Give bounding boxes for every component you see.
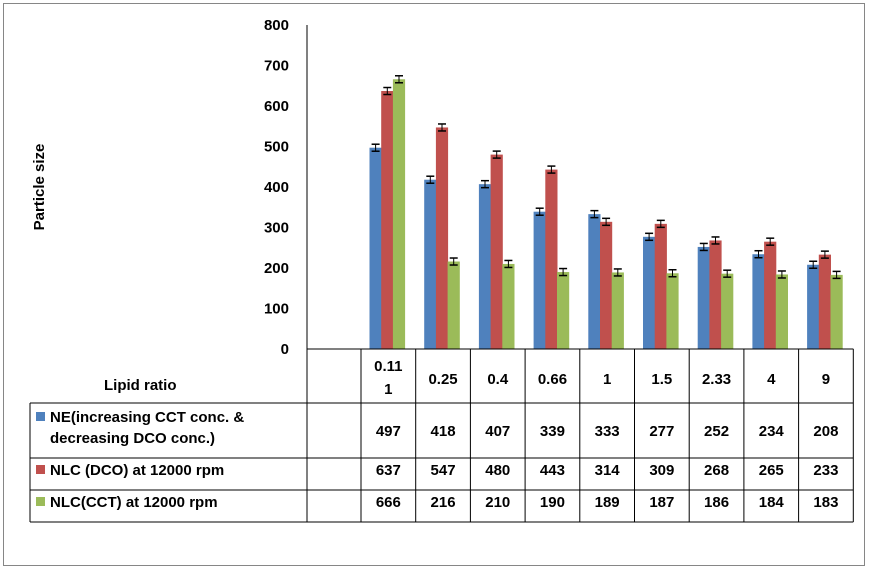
x-tick-label: 0.25: [428, 371, 457, 388]
y-tick-label: 300: [264, 220, 289, 237]
legend-swatch-1: [36, 412, 45, 421]
x-tick-label: 0.66: [538, 371, 567, 388]
x-tick-label: 0.4: [487, 371, 509, 388]
table-value: 216: [431, 494, 456, 511]
bar-1-9: [807, 264, 820, 349]
table-value: 333: [595, 423, 620, 440]
y-tick-label: 100: [264, 301, 289, 318]
table-value: 443: [540, 462, 565, 479]
table-value: 210: [485, 494, 510, 511]
bar-1-8: [752, 254, 765, 349]
bar-3-1: [392, 79, 406, 350]
x-axis-label: Lipid ratio: [104, 377, 177, 394]
table-value: 190: [540, 494, 565, 511]
table-value: 233: [813, 462, 838, 479]
legend-label: NLC (DCO) at 12000 rpm: [50, 462, 224, 479]
x-tick-label: 0.11: [374, 358, 402, 375]
x-tick-label: 4: [767, 371, 776, 388]
table-value: 497: [376, 423, 401, 440]
table-value: 268: [704, 462, 729, 479]
bar-3-3: [502, 263, 515, 349]
bar-2-1: [381, 91, 394, 349]
bar-1-6: [643, 236, 656, 349]
bar-1-7: [697, 246, 710, 349]
bar-3-5: [611, 272, 624, 349]
bar-3-2: [447, 261, 460, 349]
bar-1-5: [588, 214, 601, 349]
table-value: 265: [759, 462, 784, 479]
bar-3-8: [775, 274, 788, 349]
table-value: 547: [431, 462, 456, 479]
bar-2-4: [545, 169, 558, 349]
bar-2-6: [654, 223, 667, 349]
legend-swatch-2: [36, 465, 45, 474]
bar-2-2: [435, 127, 449, 349]
y-tick-label: 200: [264, 260, 289, 277]
table-value: 187: [649, 494, 674, 511]
bar-3-6: [666, 273, 679, 349]
legend-label: NLC(CCT) at 12000 rpm: [50, 494, 218, 511]
bar-2-5: [600, 221, 613, 349]
table-value: 637: [376, 462, 401, 479]
bar-1-1: [369, 147, 382, 349]
x-tick-label: 1: [384, 381, 392, 398]
table-value: 184: [759, 494, 785, 511]
table-value: 189: [595, 494, 620, 511]
table-value: 309: [649, 462, 674, 479]
legend-label: decreasing DCO conc.): [50, 430, 215, 447]
table-value: 208: [813, 423, 838, 440]
bar-2-8: [764, 241, 777, 349]
legend-label: NE(increasing CCT conc. &: [50, 409, 244, 426]
bar-1-2: [424, 179, 437, 349]
y-tick-label: 400: [264, 179, 289, 196]
bar-3-9: [830, 274, 843, 349]
table-value: 666: [376, 494, 401, 511]
table-value: 252: [704, 423, 729, 440]
chart-frame: [3, 3, 865, 566]
x-tick-label: 9: [822, 371, 830, 388]
bar-1-4: [533, 211, 546, 349]
table-value: 277: [649, 423, 674, 440]
bar-2-9: [818, 254, 831, 349]
table-value: 234: [759, 423, 785, 440]
y-tick-label: 0: [281, 341, 289, 358]
table-value: 339: [540, 423, 565, 440]
legend-swatch-3: [36, 497, 45, 506]
bar-1-3: [478, 184, 492, 349]
table-value: 480: [485, 462, 510, 479]
table-value: 418: [431, 423, 456, 440]
y-tick-label: 500: [264, 139, 289, 156]
y-axis-label: Particle size: [31, 144, 48, 231]
x-tick-label: 1: [603, 371, 611, 388]
y-tick-label: 600: [264, 98, 289, 115]
table-value: 186: [704, 494, 729, 511]
bar-2-3: [490, 154, 503, 349]
y-tick-label: 700: [264, 58, 289, 75]
bar-3-7: [721, 273, 734, 349]
bar-2-7: [709, 240, 722, 349]
table-value: 314: [595, 462, 621, 479]
table-value: 407: [485, 423, 510, 440]
x-tick-label: 1.5: [651, 371, 672, 388]
bar-3-4: [557, 272, 570, 349]
table-value: 183: [813, 494, 838, 511]
y-tick-label: 800: [264, 17, 289, 34]
x-tick-label: 2.33: [702, 371, 731, 388]
